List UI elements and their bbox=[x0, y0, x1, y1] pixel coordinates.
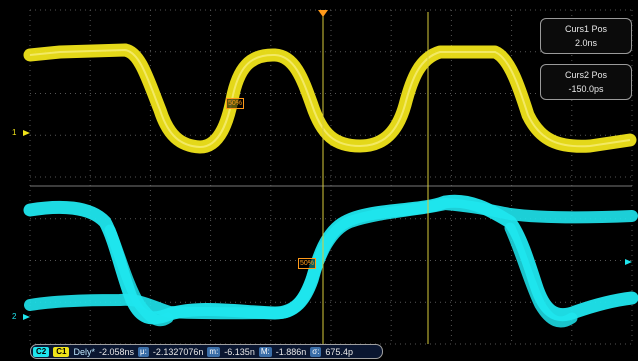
ch1-ground-arrow-icon[interactable] bbox=[23, 130, 30, 136]
cursor1-readout[interactable]: Curs1 Pos 2.0ns bbox=[540, 18, 632, 54]
measurement-source-2-badge: C2 bbox=[33, 346, 50, 357]
measurement-source-1-badge: C1 bbox=[53, 346, 70, 357]
cursor1-value: 2.0ns bbox=[574, 38, 598, 48]
ch2-waveform-c bbox=[104, 224, 174, 327]
mean-symbol: μ: bbox=[138, 346, 149, 357]
measurement-name: Dely* bbox=[73, 346, 95, 357]
ch1-50pct-marker: 50% bbox=[226, 98, 245, 109]
min-symbol: m: bbox=[207, 346, 221, 357]
measurement-value: -2.058ns bbox=[98, 346, 135, 357]
min-value: -6.135n bbox=[224, 346, 255, 357]
ch2-label: 2 bbox=[12, 312, 17, 321]
ch1-label: 1 bbox=[12, 128, 17, 137]
ch2-waveform-d bbox=[504, 222, 578, 328]
ch2-ground-arrow-icon[interactable] bbox=[23, 314, 30, 320]
measurement-bar[interactable]: C2 C1 Dely* -2.058ns μ: -2.1327076n m: -… bbox=[30, 344, 383, 359]
max-symbol: M: bbox=[258, 346, 272, 357]
cursor2-readout[interactable]: Curs2 Pos -150.0ps bbox=[540, 64, 632, 100]
max-value: -1.886n bbox=[275, 346, 307, 357]
sd-value: 675.4p bbox=[325, 346, 353, 357]
cursor1-title: Curs1 Pos bbox=[564, 24, 608, 34]
mean-value: -2.1327076n bbox=[152, 346, 204, 357]
cursor2-value: -150.0ps bbox=[568, 84, 604, 94]
ch2-50pct-marker: 50% bbox=[298, 258, 317, 269]
cursor2-title: Curs2 Pos bbox=[564, 70, 608, 80]
trigger-position-icon[interactable] bbox=[318, 10, 328, 17]
sd-symbol: σ: bbox=[310, 346, 322, 357]
ch1-waveform-core bbox=[29, 48, 631, 149]
ch2-offset-arrow-icon[interactable] bbox=[625, 259, 632, 265]
